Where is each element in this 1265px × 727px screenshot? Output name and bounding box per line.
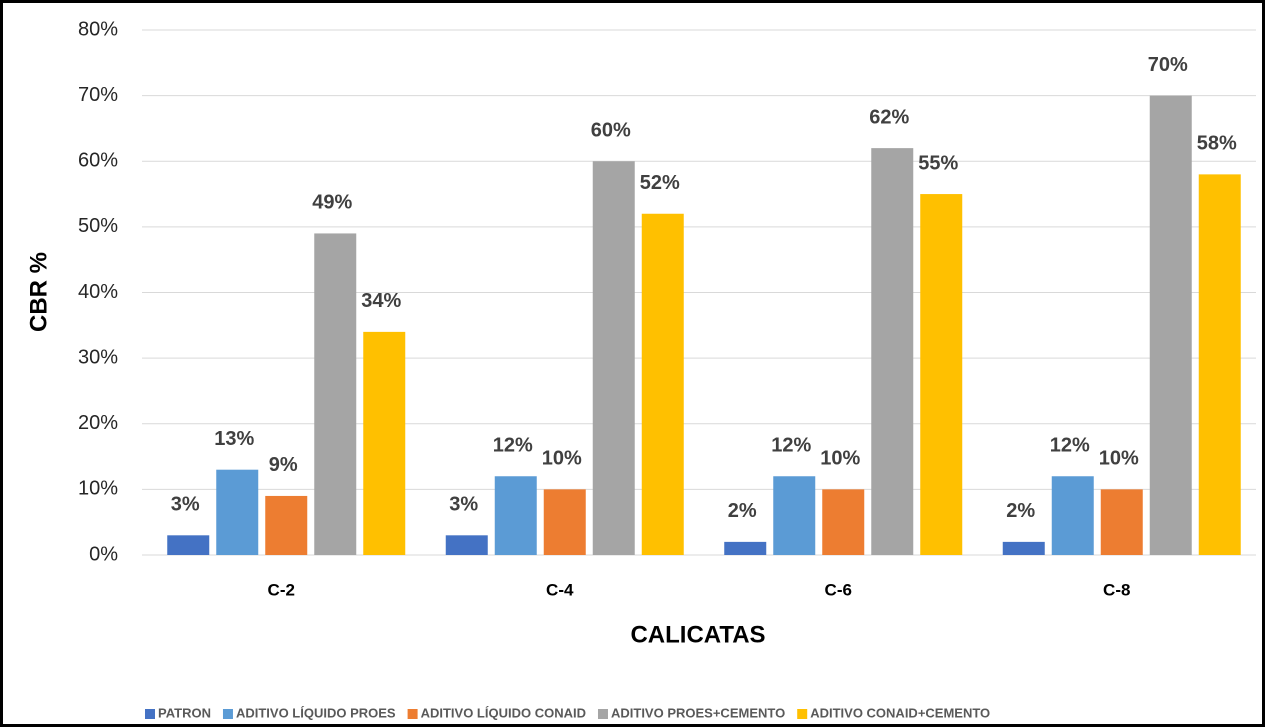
bar xyxy=(216,469,259,555)
data-label: 49% xyxy=(312,192,352,214)
legend-swatch xyxy=(597,709,608,719)
bar xyxy=(494,476,537,555)
bar xyxy=(724,541,767,555)
x-tick-label: C-6 xyxy=(825,580,852,599)
bar xyxy=(641,213,684,555)
bar xyxy=(445,535,488,555)
y-tick-label: 10% xyxy=(78,478,118,500)
x-tick-label: C-4 xyxy=(546,580,574,599)
data-label: 9% xyxy=(269,454,298,476)
data-label: 62% xyxy=(869,106,909,128)
bar xyxy=(543,489,586,555)
legend-label: PATRON xyxy=(158,705,211,720)
data-label: 3% xyxy=(449,494,478,516)
bar xyxy=(920,194,963,555)
y-tick-label: 0% xyxy=(89,543,118,565)
legend-swatch xyxy=(145,709,155,719)
data-label: 10% xyxy=(542,448,582,470)
bar xyxy=(363,331,406,555)
bar xyxy=(592,161,635,555)
bar xyxy=(822,489,865,555)
data-label: 55% xyxy=(918,152,958,174)
legend-label: ADITIVO LÍQUIDO CONAID xyxy=(421,705,586,720)
x-tick-label: C-2 xyxy=(268,580,295,599)
data-label: 60% xyxy=(591,120,631,142)
bar xyxy=(1198,174,1241,555)
legend-label: ADITIVO PROES+CEMENTO xyxy=(611,705,785,720)
bar xyxy=(314,233,357,555)
data-label: 12% xyxy=(771,435,811,457)
data-label: 2% xyxy=(728,500,757,522)
legend-label: ADITIVO CONAID+CEMENTO xyxy=(810,705,990,720)
x-axis-title: CALICATAS xyxy=(630,621,765,648)
legend-label: ADITIVO LÍQUIDO PROES xyxy=(236,705,396,720)
x-tick-label: C-8 xyxy=(1103,580,1130,599)
bar xyxy=(167,535,210,555)
y-tick-label: 70% xyxy=(78,84,118,106)
data-label: 52% xyxy=(640,172,680,194)
y-tick-label: 40% xyxy=(78,281,118,303)
data-label: 12% xyxy=(493,435,533,457)
bar xyxy=(773,476,816,555)
y-tick-label: 80% xyxy=(78,18,118,40)
legend-swatch xyxy=(797,709,808,719)
y-tick-label: 30% xyxy=(78,346,118,368)
data-label: 70% xyxy=(1148,54,1188,76)
y-tick-label: 50% xyxy=(78,215,118,237)
bar xyxy=(265,495,308,555)
data-label: 12% xyxy=(1050,435,1090,457)
bar xyxy=(1002,541,1045,555)
y-tick-label: 60% xyxy=(78,150,118,172)
legend-swatch xyxy=(222,709,233,719)
data-label: 3% xyxy=(171,494,200,516)
y-axis-title: CBR % xyxy=(25,252,52,332)
data-label: 13% xyxy=(214,428,254,450)
bar xyxy=(1051,476,1094,555)
data-label: 58% xyxy=(1197,133,1237,155)
data-label: 10% xyxy=(1099,448,1139,470)
bar xyxy=(1149,95,1192,555)
bar xyxy=(871,148,914,555)
data-label: 2% xyxy=(1006,500,1035,522)
legend-swatch xyxy=(407,709,418,719)
y-tick-label: 20% xyxy=(78,412,118,434)
data-label: 10% xyxy=(820,448,860,470)
data-label: 34% xyxy=(361,290,401,312)
bar xyxy=(1100,489,1143,555)
